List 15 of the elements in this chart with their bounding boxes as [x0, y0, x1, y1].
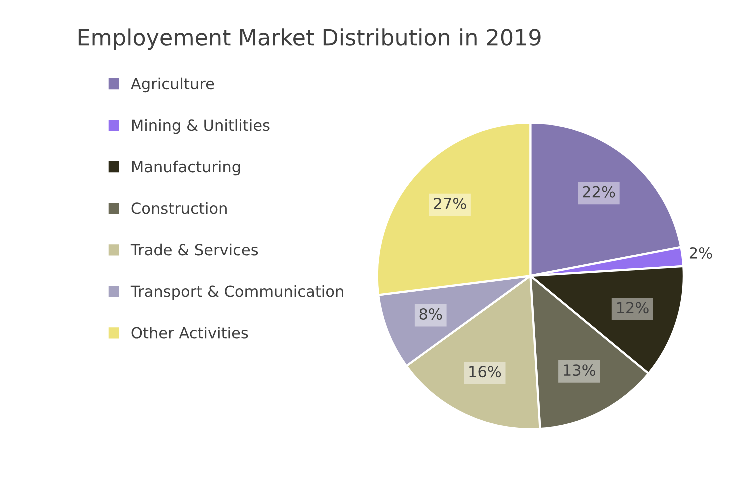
data-label: 27% — [434, 198, 466, 210]
data-label: 13% — [564, 364, 596, 376]
legend-label: Construction — [132, 202, 227, 214]
data-label: 22% — [583, 186, 616, 198]
legend-label: Other Activities — [132, 326, 248, 339]
data-label: 12% — [617, 302, 649, 314]
legend-label: Manufacturing — [132, 160, 240, 176]
legend-label: Trade & Services — [130, 244, 258, 256]
data-label: 16% — [470, 366, 502, 378]
data-label: 2% — [690, 247, 712, 259]
data-label: 8% — [420, 308, 442, 320]
legend-label: Mining & Unitlities — [132, 119, 270, 134]
legend-label: Agriculture — [131, 78, 214, 93]
chart-title: Employement Market Distribution in 2019 — [78, 28, 541, 50]
legend-label: Transport & Communication — [130, 285, 344, 300]
